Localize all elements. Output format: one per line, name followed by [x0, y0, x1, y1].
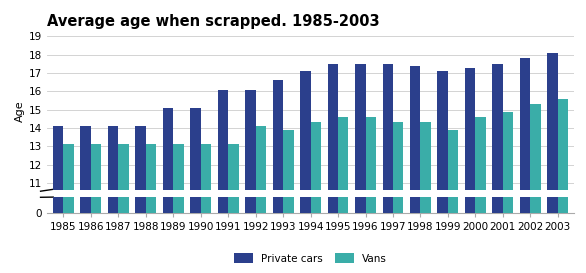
Bar: [200, 7, 211, 213]
Bar: [272, 80, 283, 273]
Bar: [228, 144, 239, 273]
Bar: [173, 144, 183, 273]
Bar: [63, 7, 74, 213]
Bar: [338, 0, 349, 213]
Bar: [163, 0, 173, 213]
Bar: [108, 126, 118, 273]
Bar: [438, 0, 448, 213]
Bar: [63, 144, 74, 273]
Bar: [520, 0, 530, 213]
Bar: [228, 7, 239, 213]
Bar: [492, 64, 503, 273]
Bar: [558, 99, 568, 273]
Bar: [218, 0, 228, 213]
Legend: Private cars, Vans: Private cars, Vans: [230, 249, 391, 268]
Y-axis label: Age: Age: [15, 101, 25, 122]
Bar: [163, 108, 173, 273]
Bar: [393, 123, 403, 273]
Bar: [547, 53, 558, 273]
Bar: [200, 144, 211, 273]
Text: Average age when scrapped. 1985-2003: Average age when scrapped. 1985-2003: [47, 14, 380, 29]
Bar: [300, 0, 311, 213]
Bar: [300, 71, 311, 273]
Bar: [311, 123, 321, 273]
Bar: [118, 144, 129, 273]
Bar: [465, 0, 475, 213]
Bar: [283, 0, 294, 213]
Bar: [410, 66, 421, 273]
Bar: [366, 0, 376, 213]
Bar: [530, 104, 541, 273]
Bar: [475, 117, 486, 273]
Bar: [190, 108, 200, 273]
Bar: [272, 0, 283, 213]
Bar: [448, 130, 458, 273]
Bar: [393, 0, 403, 213]
Bar: [328, 0, 338, 213]
Bar: [558, 0, 568, 213]
Bar: [146, 7, 156, 213]
Bar: [245, 0, 255, 213]
Bar: [135, 126, 146, 273]
Bar: [255, 0, 266, 213]
Bar: [173, 7, 183, 213]
Bar: [520, 58, 530, 273]
Bar: [383, 64, 393, 273]
Bar: [492, 0, 503, 213]
Bar: [135, 0, 146, 213]
Bar: [475, 0, 486, 213]
Bar: [438, 71, 448, 273]
Bar: [503, 0, 513, 213]
Bar: [53, 0, 63, 213]
Bar: [338, 117, 349, 273]
Bar: [530, 0, 541, 213]
Bar: [420, 123, 431, 273]
Bar: [190, 0, 200, 213]
Bar: [80, 0, 91, 213]
Bar: [366, 117, 376, 273]
Bar: [53, 126, 63, 273]
Bar: [420, 0, 431, 213]
Bar: [383, 0, 393, 213]
Bar: [91, 144, 101, 273]
Bar: [108, 0, 118, 213]
Bar: [311, 0, 321, 213]
Bar: [255, 126, 266, 273]
Bar: [355, 64, 366, 273]
Bar: [410, 0, 421, 213]
Bar: [91, 7, 101, 213]
Bar: [328, 64, 338, 273]
Bar: [146, 144, 156, 273]
Bar: [448, 0, 458, 213]
Bar: [80, 126, 91, 273]
Bar: [118, 7, 129, 213]
Bar: [503, 111, 513, 273]
Bar: [283, 130, 294, 273]
Bar: [465, 67, 475, 273]
Bar: [245, 90, 255, 273]
Bar: [355, 0, 366, 213]
Bar: [218, 90, 228, 273]
Bar: [547, 0, 558, 213]
